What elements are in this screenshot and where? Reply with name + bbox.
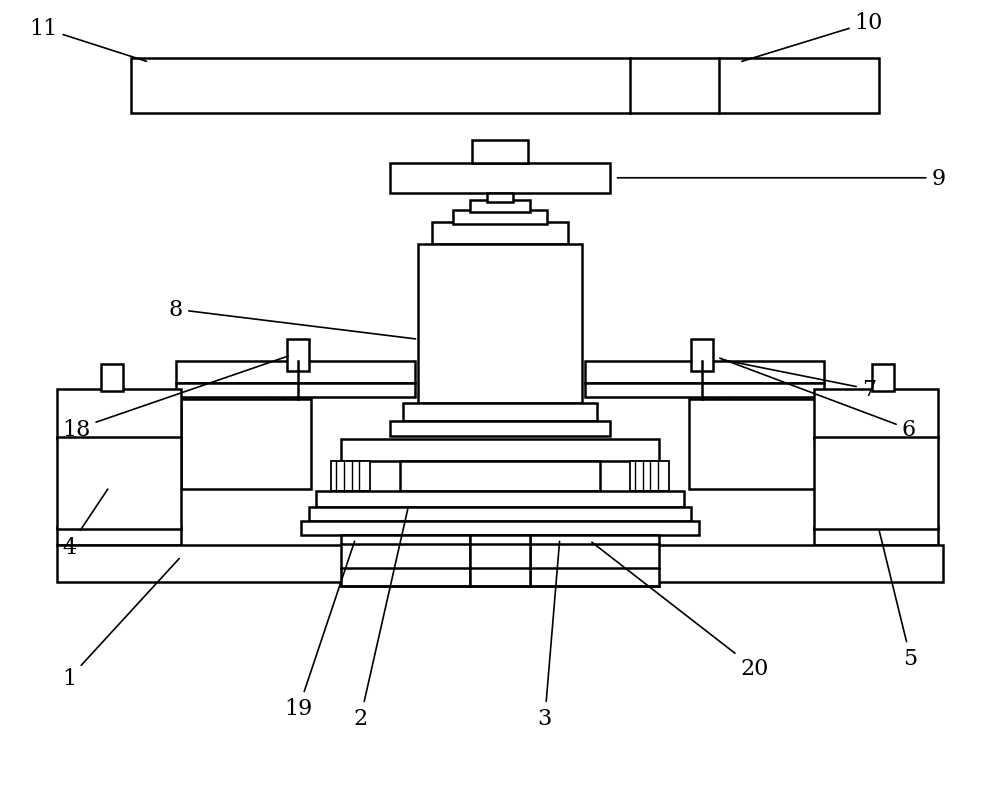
- Bar: [814, 389, 938, 440]
- Bar: [403, 404, 597, 422]
- Bar: [341, 440, 659, 461]
- Bar: [287, 340, 309, 371]
- Bar: [585, 362, 824, 384]
- Bar: [470, 200, 530, 212]
- Text: 8: 8: [169, 299, 416, 340]
- Bar: [585, 384, 824, 397]
- Text: 4: 4: [62, 489, 108, 558]
- Bar: [845, 440, 855, 527]
- Bar: [910, 440, 920, 527]
- Bar: [181, 400, 311, 489]
- Bar: [341, 535, 470, 586]
- Bar: [819, 440, 829, 527]
- Text: 18: 18: [62, 357, 288, 440]
- Bar: [691, 340, 713, 371]
- Bar: [453, 210, 547, 225]
- Bar: [176, 362, 415, 384]
- Bar: [57, 527, 181, 545]
- Bar: [470, 535, 530, 586]
- Bar: [331, 461, 370, 491]
- Bar: [814, 437, 938, 529]
- Bar: [717, 370, 729, 441]
- Bar: [139, 440, 149, 527]
- Bar: [131, 59, 879, 114]
- Bar: [530, 535, 659, 586]
- Text: 3: 3: [538, 542, 560, 729]
- Bar: [872, 365, 894, 392]
- Text: 11: 11: [29, 19, 147, 62]
- Bar: [630, 461, 669, 491]
- Bar: [113, 440, 123, 527]
- Bar: [101, 365, 123, 392]
- Text: 2: 2: [353, 510, 408, 729]
- Text: 6: 6: [720, 358, 916, 440]
- Bar: [309, 507, 691, 521]
- Bar: [418, 244, 582, 404]
- Bar: [100, 440, 110, 527]
- Bar: [301, 521, 699, 535]
- Text: 10: 10: [742, 12, 883, 62]
- Bar: [62, 440, 71, 527]
- Bar: [884, 440, 894, 527]
- Bar: [858, 440, 868, 527]
- Bar: [57, 545, 943, 582]
- Bar: [57, 389, 181, 440]
- Bar: [87, 440, 97, 527]
- Bar: [487, 194, 513, 203]
- Text: 20: 20: [592, 543, 768, 680]
- Bar: [176, 384, 415, 397]
- Bar: [400, 461, 600, 491]
- Bar: [165, 440, 175, 527]
- Bar: [698, 370, 716, 441]
- Bar: [871, 440, 881, 527]
- Bar: [152, 440, 162, 527]
- Text: 7: 7: [722, 360, 876, 401]
- Bar: [897, 440, 907, 527]
- Bar: [432, 222, 568, 244]
- Bar: [284, 370, 302, 441]
- Bar: [472, 141, 528, 164]
- Text: 1: 1: [62, 559, 179, 689]
- Bar: [57, 437, 181, 529]
- Bar: [316, 491, 684, 507]
- Bar: [832, 440, 842, 527]
- Bar: [923, 440, 933, 527]
- Bar: [271, 370, 283, 441]
- Bar: [126, 440, 136, 527]
- Bar: [689, 400, 819, 489]
- Text: 9: 9: [617, 168, 946, 190]
- Bar: [814, 527, 938, 545]
- Text: 19: 19: [285, 542, 355, 719]
- Bar: [74, 440, 84, 527]
- Bar: [390, 164, 610, 194]
- Text: 5: 5: [879, 532, 918, 669]
- Bar: [390, 422, 610, 436]
